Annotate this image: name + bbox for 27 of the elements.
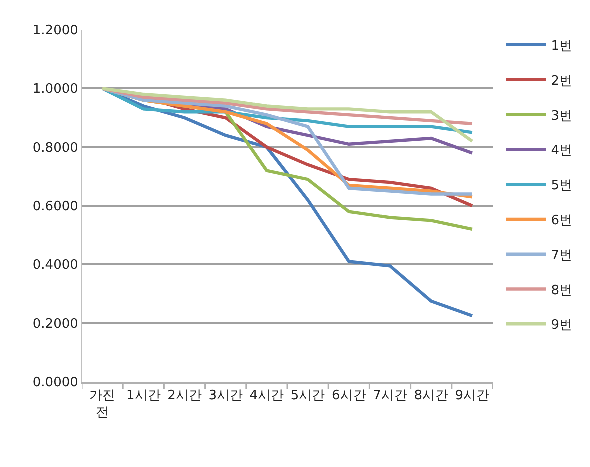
y-tick-label: 0.2000 <box>32 316 78 332</box>
legend-label: 7번 <box>551 248 572 264</box>
legend-label: 8번 <box>551 283 572 298</box>
x-tick-label: 3시간 <box>208 388 243 404</box>
legend-label: 4번 <box>551 144 572 159</box>
y-tick-label: 1.2000 <box>32 24 78 39</box>
x-tick-label: 6시간 <box>332 388 366 404</box>
x-tick-label: 1시간 <box>126 388 161 404</box>
legend-label: 9번 <box>551 318 572 334</box>
legend-label: 2번 <box>551 74 572 89</box>
y-tick-label: 0.6000 <box>32 200 78 215</box>
x-tick-label: 가진 전 <box>90 388 116 420</box>
y-tick-label: 0.8000 <box>32 140 78 156</box>
line-series <box>100 87 474 144</box>
legend-label: 5번 <box>551 178 572 194</box>
y-tick-label: 0.0000 <box>32 376 78 391</box>
y-tick-label: 0.4000 <box>32 258 78 274</box>
x-tick-label: 5시간 <box>290 388 326 404</box>
legend-label: 3번 <box>551 108 572 124</box>
x-tick-label: 7시간 <box>373 388 408 404</box>
x-tick-label: 2시간 <box>168 388 202 404</box>
x-tick-label: 9시간 <box>455 388 490 404</box>
legend-label: 6번 <box>551 214 572 229</box>
x-tick-label: 4시간 <box>250 388 284 404</box>
x-tick-label: 8시간 <box>414 388 448 404</box>
y-tick-label: 1.0000 <box>32 82 78 98</box>
legend-label: 1번 <box>551 39 572 54</box>
